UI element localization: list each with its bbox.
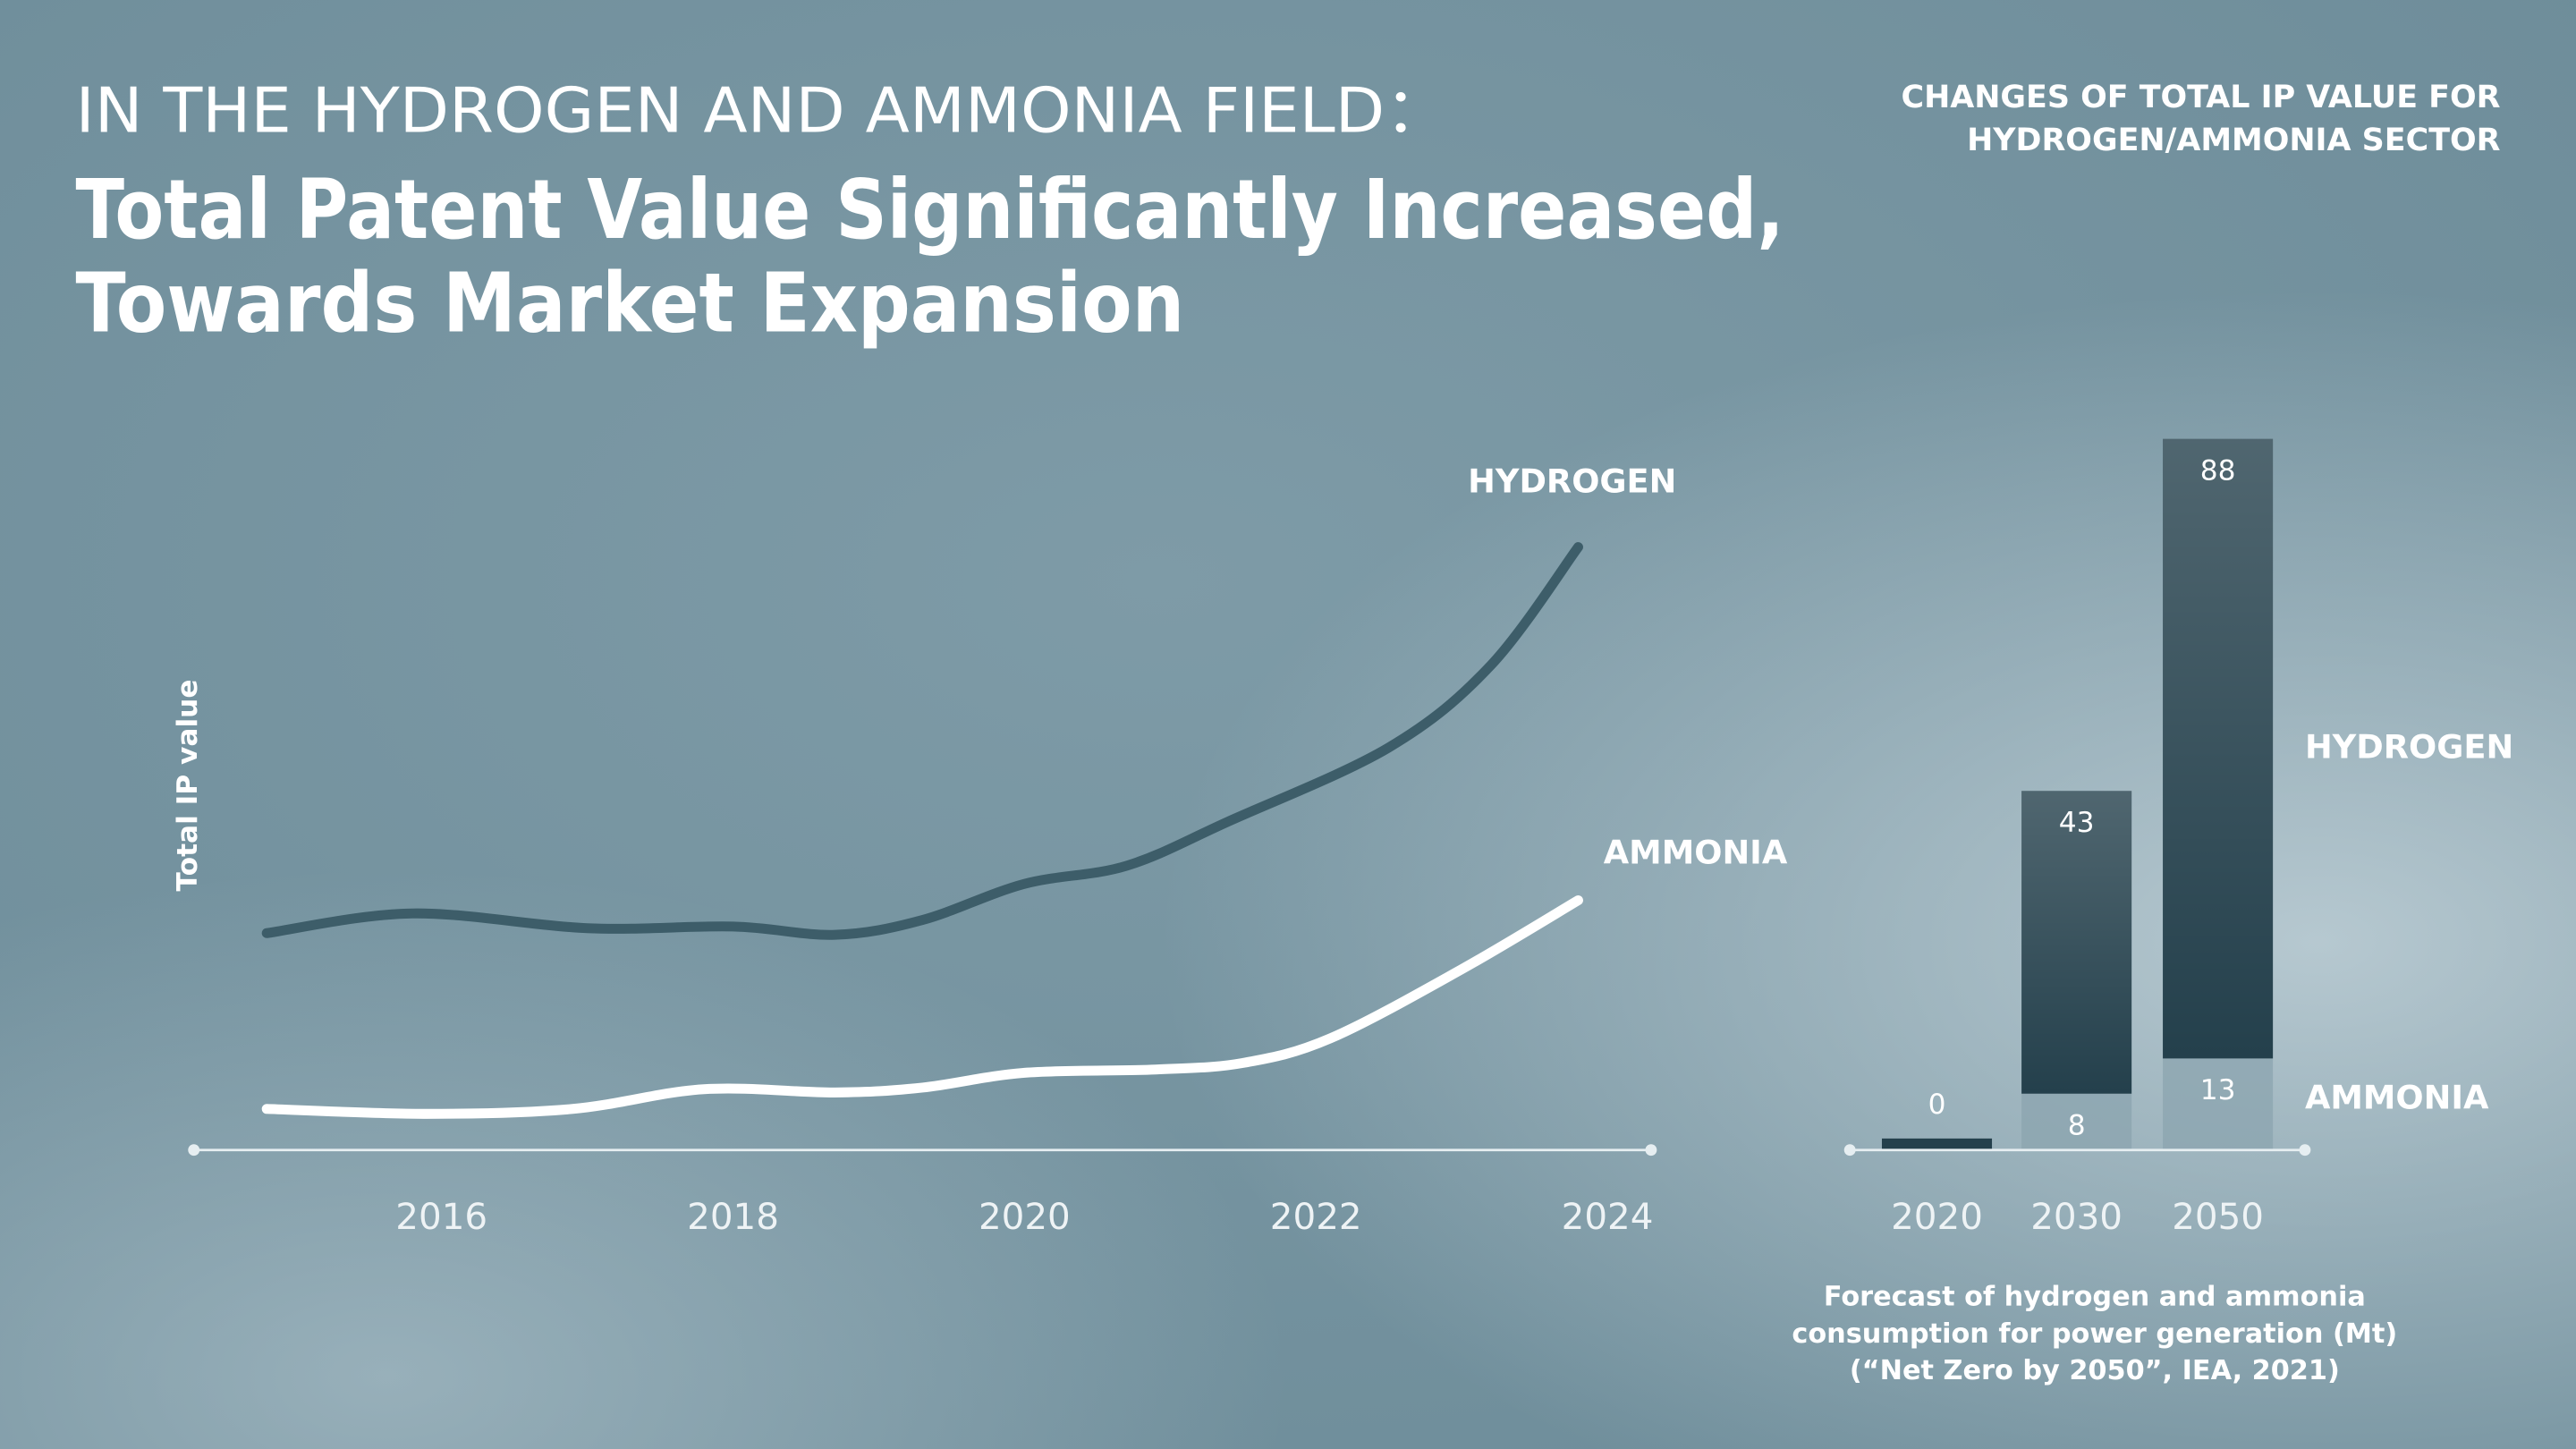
x-tick-label: 2020: [1891, 1195, 1983, 1238]
chart-note: Forecast of hydrogen and ammonia: [1824, 1282, 2366, 1313]
data-line: [261, 542, 1583, 940]
series-label: AMMONIA: [2305, 1079, 2489, 1117]
axis-end-dot: [188, 1144, 200, 1157]
x-tick-label: 2018: [687, 1195, 779, 1238]
value-label: 88: [2200, 454, 2236, 487]
x-tick-label: 2024: [1562, 1195, 1654, 1238]
bar-segment: [2163, 1058, 2274, 1150]
value-label: 8: [2068, 1109, 2086, 1141]
axis-end-dot: [2299, 1144, 2311, 1157]
chart-note: (“Net Zero by 2050”, IEA, 2021): [1850, 1355, 2340, 1386]
chart-title: HYDROGEN/AMMONIA SECTOR: [1967, 123, 2501, 158]
chart-title: CHANGES OF TOTAL IP VALUE FOR: [1901, 80, 2500, 115]
bar-shade: [2163, 438, 2274, 1059]
x-tick-label: 2020: [979, 1195, 1071, 1238]
series-label: HYDROGEN: [2305, 728, 2513, 767]
data-line: [261, 895, 1583, 1119]
axis-end-dot: [1843, 1144, 1856, 1157]
bar-segment: [2021, 1093, 2132, 1150]
x-tick-label: 2016: [395, 1195, 487, 1238]
chart-note: consumption for power generation (Mt): [1792, 1318, 2397, 1350]
axis-end-dot: [1645, 1144, 1657, 1157]
x-tick-label: 2050: [2172, 1195, 2264, 1238]
kicker: IN THE HYDROGEN AND AMMONIA FIELD：: [75, 75, 1449, 148]
value-label: 13: [2200, 1074, 2236, 1106]
value-label: 0: [1928, 1089, 1946, 1121]
headline: Total Patent Value Significantly Increas…: [75, 162, 1784, 258]
bar-shade: [2021, 791, 2132, 1094]
y-axis-label: Total IP value: [172, 679, 204, 891]
bar-segment: [1881, 1138, 1993, 1150]
series-label: HYDROGEN: [1468, 462, 1676, 501]
x-tick-label: 2022: [1270, 1195, 1362, 1238]
value-label: 43: [2059, 807, 2095, 839]
series-label: AMMONIA: [1604, 834, 1788, 872]
headline: Towards Market Expansion: [75, 256, 1184, 352]
x-tick-label: 2030: [2030, 1195, 2123, 1238]
